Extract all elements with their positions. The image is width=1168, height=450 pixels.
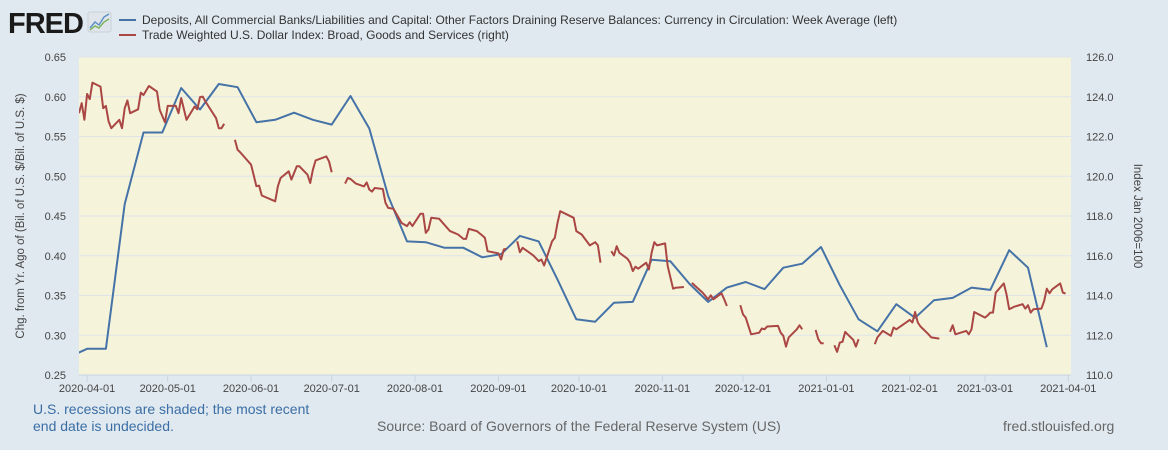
gridlines	[79, 56, 1071, 376]
y-axis-left: 0.25 0.30 0.35 0.40 0.45 0.50 0.55 0.60 0.65	[45, 52, 66, 382]
y-left-tick-label: 0.50	[45, 171, 66, 183]
y-right-tick-label: 110.0	[1086, 370, 1113, 382]
series-line-dollar-index-segment	[233, 139, 333, 203]
legend: Deposits, All Commercial Banks/Liabiliti…	[119, 13, 897, 42]
x-tick-label: 2020-04-01	[59, 383, 115, 395]
y-right-tick-label: 124.0	[1086, 92, 1114, 104]
x-tick-label: 2020-07-01	[304, 383, 360, 395]
x-tick-label: 2020-06-01	[223, 383, 279, 395]
y-right-tick-label: 114.0	[1086, 291, 1113, 303]
x-tick-label: 2020-12-01	[715, 383, 771, 395]
y-axis-right: 110.0 112.0 114.0 116.0 118.0 120.0 122.0 124.0…	[1086, 52, 1114, 382]
legend-item-series2[interactable]: Trade Weighted U.S. Dollar Index: Broad,…	[119, 28, 509, 42]
y-left-tick-label: 0.55	[45, 132, 66, 144]
x-tick-label: 2020-11-01	[635, 383, 690, 395]
y-left-tick-label: 0.30	[45, 330, 66, 342]
fred-logo[interactable]: FRED	[8, 8, 112, 40]
y-axis-right-title: Index Jan 2006=100	[1131, 164, 1143, 269]
series-line-dollar-index-segment	[344, 177, 507, 261]
y-left-tick-label: 0.65	[45, 52, 66, 64]
series-line-dollar-index-segment	[516, 210, 602, 267]
y-right-tick-label: 120.0	[1086, 171, 1114, 183]
y-left-tick-label: 0.35	[45, 291, 66, 303]
series-line-dollar-index-segment	[739, 304, 804, 348]
y-left-tick-label: 0.60	[45, 92, 66, 104]
y-axis-left-title: Chg. from Yr. Ago of (Bil. of U.S. $/Bil…	[15, 93, 27, 338]
y-left-tick-label: 0.25	[45, 370, 66, 382]
y-right-tick-label: 126.0	[1086, 52, 1114, 64]
x-tick-label: 2021-01-01	[798, 383, 854, 395]
legend-label-series2: Trade Weighted U.S. Dollar Index: Broad,…	[142, 28, 509, 42]
x-tick-label: 2020-05-01	[140, 383, 196, 395]
x-axis: 2020-04-01 2020-05-01 2020-06-01 2020-07-01…	[59, 374, 1096, 395]
recession-note-line1: U.S. recessions are shaded; the most rec…	[33, 401, 309, 417]
recession-note-line2: end date is undecided.	[33, 418, 174, 434]
series-line-dollar-index-segment	[949, 282, 1066, 336]
y-left-tick-label: 0.40	[45, 251, 66, 263]
series-line-currency-in-circulation	[79, 83, 1048, 354]
legend-label-series1: Deposits, All Commercial Banks/Liabiliti…	[142, 13, 897, 27]
x-tick-label: 2020-08-01	[387, 383, 443, 395]
x-tick-label: 2020-09-01	[470, 383, 526, 395]
series-line-dollar-index-segment	[610, 241, 684, 290]
x-tick-label: 2021-02-01	[882, 383, 938, 395]
series-line-dollar-index-segment	[814, 329, 824, 345]
y-right-tick-label: 112.0	[1086, 330, 1113, 342]
y-right-tick-label: 116.0	[1086, 251, 1113, 263]
site-link[interactable]: fred.stlouisfed.org	[1003, 418, 1114, 434]
source-text: Source: Board of Governors of the Federa…	[377, 418, 781, 434]
fred-logo-graph-icon	[87, 11, 112, 33]
y-right-tick-label: 122.0	[1086, 132, 1114, 144]
series-group	[79, 81, 1066, 354]
series-line-dollar-index-segment	[833, 330, 860, 353]
series-line-dollar-index-segment	[691, 282, 728, 307]
y-right-tick-label: 118.0	[1086, 211, 1113, 223]
x-tick-label: 2021-04-01	[1040, 383, 1096, 395]
series-line-dollar-index-segment	[79, 81, 226, 130]
y-left-tick-label: 0.45	[45, 211, 66, 223]
x-tick-label: 2020-10-01	[551, 383, 607, 395]
series-line-dollar-index-segment	[873, 311, 940, 345]
fred-logo-text: FRED	[8, 8, 83, 40]
legend-item-series1[interactable]: Deposits, All Commercial Banks/Liabiliti…	[119, 13, 897, 27]
x-tick-label: 2021-03-01	[957, 383, 1013, 395]
